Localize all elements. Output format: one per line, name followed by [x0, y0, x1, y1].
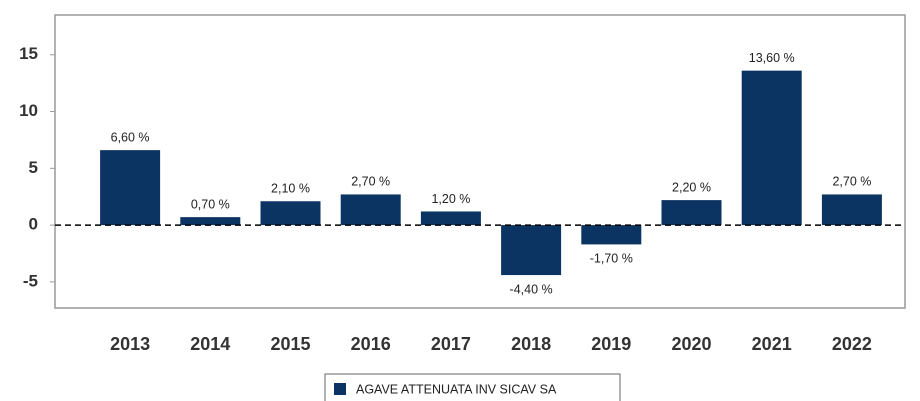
- x-tick-label: 2015: [270, 334, 310, 354]
- bar: [420, 211, 481, 226]
- bar: [661, 200, 722, 226]
- bar: [741, 70, 802, 226]
- value-label: 2,70 %: [832, 175, 871, 189]
- y-tick-label: 0: [29, 215, 38, 234]
- value-label: 1,20 %: [431, 192, 470, 206]
- y-tick-label: 5: [29, 158, 38, 177]
- x-tick-label: 2021: [752, 334, 792, 354]
- value-label: 13,60 %: [749, 51, 795, 65]
- bar: [340, 194, 401, 226]
- value-label: 0,70 %: [191, 197, 230, 211]
- bar: [581, 225, 642, 245]
- y-tick-label: 15: [19, 44, 38, 63]
- legend-label: AGAVE ATTENUATA INV SICAV SA: [356, 382, 557, 396]
- x-tick-label: 2019: [591, 334, 631, 354]
- y-tick-label: 10: [19, 101, 38, 120]
- bar: [100, 150, 161, 226]
- value-label: -4,40 %: [510, 282, 553, 296]
- x-tick-label: 2022: [832, 334, 872, 354]
- y-tick-label: -5: [23, 271, 38, 290]
- bar: [501, 225, 562, 276]
- x-tick-label: 2018: [511, 334, 551, 354]
- value-label: 2,10 %: [271, 182, 310, 196]
- x-tick-label: 2017: [431, 334, 471, 354]
- bar: [260, 201, 321, 226]
- x-tick-label: 2013: [110, 334, 150, 354]
- legend-box: [324, 373, 621, 401]
- bar: [821, 194, 882, 226]
- value-label: 6,60 %: [111, 130, 150, 144]
- value-label: 2,70 %: [351, 175, 390, 189]
- value-label: 2,20 %: [672, 180, 711, 194]
- x-tick-label: 2014: [190, 334, 230, 354]
- x-tick-label: 2016: [351, 334, 391, 354]
- bar: [180, 217, 241, 226]
- x-tick-label: 2020: [671, 334, 711, 354]
- value-label: -1,70 %: [590, 252, 633, 266]
- legend-swatch: [334, 383, 346, 395]
